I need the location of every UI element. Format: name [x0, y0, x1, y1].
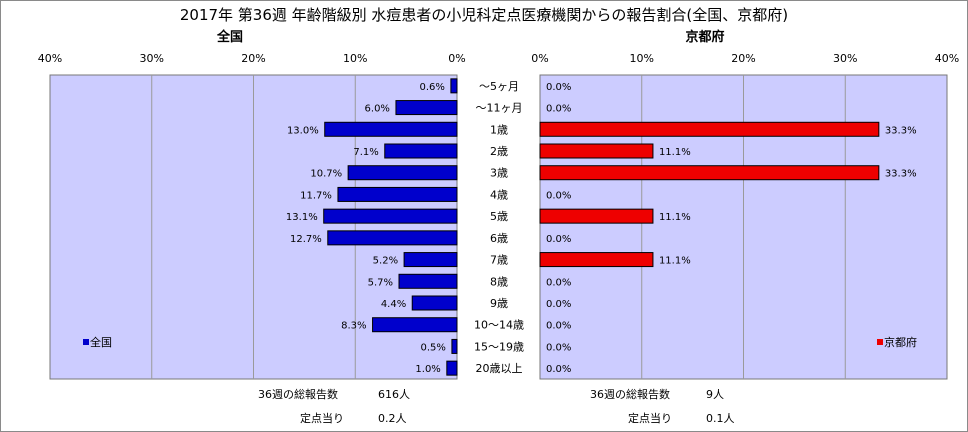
category-label: 7歳	[490, 254, 508, 267]
category-label: 5歳	[490, 210, 508, 223]
kyoto-bar	[539, 252, 654, 268]
kyoto-bar	[539, 208, 654, 224]
kyoto-data-label: 0.0%	[546, 364, 571, 375]
kyoto-data-label: 0.0%	[546, 342, 571, 353]
national-tick-label: 40%	[38, 52, 62, 65]
kyoto-bar	[539, 143, 654, 159]
national-bar	[372, 317, 458, 333]
national-bar	[403, 252, 458, 268]
national-bar	[446, 360, 458, 376]
national-bar	[327, 230, 458, 246]
national-tick-label: 30%	[140, 52, 164, 65]
category-label: 20歳以上	[476, 362, 523, 375]
national-bar	[347, 165, 458, 181]
national-data-label: 0.5%	[421, 342, 446, 353]
national-bar	[384, 143, 458, 159]
national-data-label: 11.7%	[300, 190, 332, 201]
national-bar	[337, 186, 458, 202]
national-data-label: 13.1%	[286, 212, 318, 223]
national-data-label: 10.7%	[310, 169, 342, 180]
national-bar	[451, 338, 458, 354]
kyoto-data-label: 33.3%	[885, 169, 917, 180]
national-bar	[398, 273, 458, 289]
national-bar	[411, 295, 458, 311]
category-label: 6歳	[490, 232, 508, 245]
national-data-label: 13.0%	[287, 125, 319, 136]
kyoto-data-label: 0.0%	[546, 190, 571, 201]
kyoto-bar	[539, 165, 880, 181]
category-label: 9歳	[490, 297, 508, 310]
kyoto-total-value: 9人	[706, 388, 724, 401]
kyoto-tick-label: 30%	[833, 52, 857, 65]
national-total-label: 36週の総報告数	[258, 387, 338, 401]
category-label: 1歳	[490, 123, 508, 136]
category-label: 3歳	[490, 167, 508, 180]
category-label: ～5ヶ月	[479, 80, 519, 93]
category-label: 2歳	[490, 145, 508, 158]
kyoto-tick-label: 20%	[731, 52, 755, 65]
category-label: ～11ヶ月	[476, 102, 523, 115]
national-data-label: 0.6%	[419, 82, 444, 93]
national-data-label: 5.2%	[373, 256, 398, 267]
national-data-label: 4.4%	[381, 299, 406, 310]
national-tick-label: 10%	[343, 52, 367, 65]
national-tick-label: 20%	[241, 52, 265, 65]
chart-title: 2017年 第36週 年齢階級別 水痘患者の小児科定点医療機関からの報告割合(全…	[180, 6, 788, 24]
kyoto-data-label: 0.0%	[546, 104, 571, 115]
kyoto-total-label: 36週の総報告数	[590, 387, 670, 401]
kyoto-legend-label: 京都府	[884, 335, 917, 349]
national-panel-title: 全国	[216, 29, 243, 45]
kyoto-tick-label: 0%	[531, 52, 548, 65]
kyoto-per-value: 0.1人	[706, 412, 735, 425]
kyoto-data-label: 11.1%	[659, 256, 691, 267]
national-data-label: 5.7%	[368, 277, 393, 288]
kyoto-panel-title: 京都府	[685, 29, 724, 45]
kyoto-data-label: 0.0%	[546, 299, 571, 310]
category-label: 10～14歳	[474, 319, 524, 332]
kyoto-tick-label: 40%	[935, 52, 959, 65]
national-bar	[323, 208, 458, 224]
kyoto-legend-swatch	[877, 339, 883, 345]
category-label: 15～19歳	[474, 340, 524, 353]
national-data-label: 1.0%	[415, 364, 440, 375]
national-data-label: 12.7%	[290, 234, 322, 245]
kyoto-data-label: 0.0%	[546, 234, 571, 245]
kyoto-data-label: 0.0%	[546, 82, 571, 93]
national-legend-label: 全国	[90, 335, 112, 349]
kyoto-tick-label: 10%	[630, 52, 654, 65]
national-per-value: 0.2人	[378, 412, 407, 425]
national-bar	[324, 121, 458, 137]
national-total-value: 616人	[378, 388, 410, 401]
national-data-label: 7.1%	[353, 147, 378, 158]
national-bar	[450, 78, 458, 94]
kyoto-data-label: 33.3%	[885, 125, 917, 136]
kyoto-data-label: 11.1%	[659, 212, 691, 223]
category-label: 8歳	[490, 275, 508, 288]
kyoto-bar	[539, 121, 880, 137]
national-legend-swatch	[83, 339, 89, 345]
kyoto-data-label: 0.0%	[546, 321, 571, 332]
national-tick-label: 0%	[448, 52, 465, 65]
national-per-label: 定点当り	[300, 411, 344, 425]
kyoto-data-label: 11.1%	[659, 147, 691, 158]
national-data-label: 8.3%	[341, 321, 366, 332]
kyoto-data-label: 0.0%	[546, 277, 571, 288]
national-data-label: 6.0%	[365, 104, 390, 115]
category-label: 4歳	[490, 188, 508, 201]
kyoto-per-label: 定点当り	[628, 411, 672, 425]
national-bar	[395, 100, 458, 116]
